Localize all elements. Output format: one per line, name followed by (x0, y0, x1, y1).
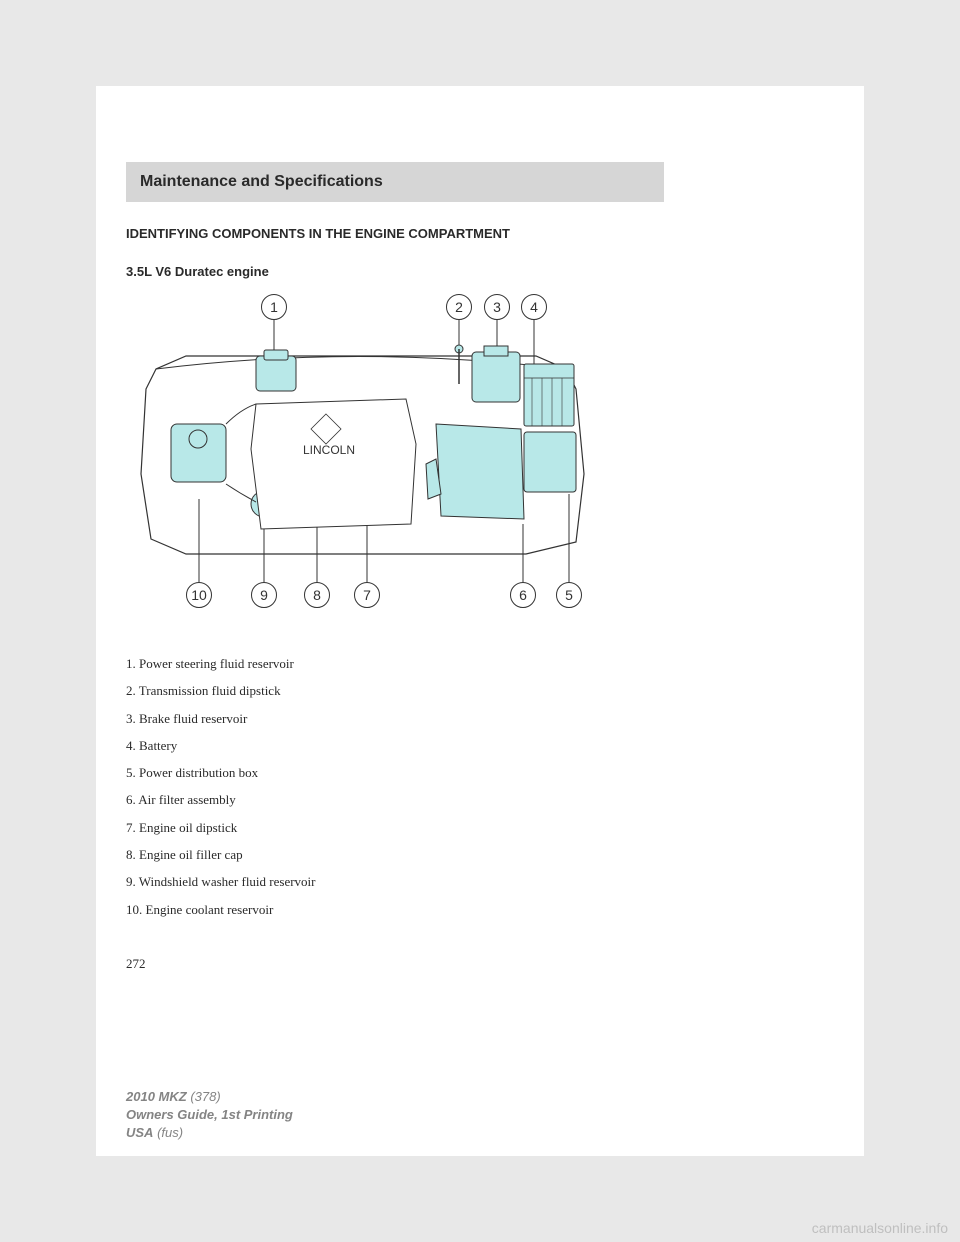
footer: 2010 MKZ (378) Owners Guide, 1st Printin… (126, 1088, 293, 1143)
list-item: 5. Power distribution box (126, 759, 316, 786)
list-item: 7. Engine oil dipstick (126, 814, 316, 841)
list-item: 10. Engine coolant reservoir (126, 896, 316, 923)
footer-region: USA (126, 1125, 153, 1140)
diagram-label-6: 6 (510, 582, 536, 608)
engine-svg: LINCOLN (126, 294, 586, 610)
footer-line-3: USA (fus) (126, 1124, 293, 1142)
footer-model: 2010 MKZ (126, 1089, 187, 1104)
engine-title: 3.5L V6 Duratec engine (126, 264, 269, 279)
diagram-label-10: 10 (186, 582, 212, 608)
list-item: 8. Engine oil filler cap (126, 841, 316, 868)
diagram-label-1: 1 (261, 294, 287, 320)
section-heading: IDENTIFYING COMPONENTS IN THE ENGINE COM… (126, 226, 510, 241)
page-number: 272 (126, 956, 146, 972)
component-list: 1. Power steering fluid reservoir 2. Tra… (126, 650, 316, 923)
diagram-label-8: 8 (304, 582, 330, 608)
diagram-label-2: 2 (446, 294, 472, 320)
engine-cover-text: LINCOLN (303, 443, 355, 457)
list-item: 4. Battery (126, 732, 316, 759)
header-title: Maintenance and Specifications (140, 173, 383, 191)
diagram-label-9: 9 (251, 582, 277, 608)
list-item: 2. Transmission fluid dipstick (126, 677, 316, 704)
watermark: carmanualsonline.info (812, 1220, 948, 1236)
list-item: 9. Windshield washer fluid reservoir (126, 868, 316, 895)
diagram-label-3: 3 (484, 294, 510, 320)
footer-line-2: Owners Guide, 1st Printing (126, 1106, 293, 1124)
list-item: 1. Power steering fluid reservoir (126, 650, 316, 677)
header-bar: Maintenance and Specifications (126, 162, 664, 202)
list-item: 3. Brake fluid reservoir (126, 705, 316, 732)
diagram-label-5: 5 (556, 582, 582, 608)
list-item: 6. Air filter assembly (126, 786, 316, 813)
engine-diagram: LINCOLN 1 234 56 78 9 10 (126, 294, 586, 610)
footer-line-1: 2010 MKZ (378) (126, 1088, 293, 1106)
diagram-label-7: 7 (354, 582, 380, 608)
diagram-label-4: 4 (521, 294, 547, 320)
footer-region-code: (fus) (153, 1125, 183, 1140)
manual-page: Maintenance and Specifications IDENTIFYI… (96, 86, 864, 1156)
footer-code: (378) (187, 1089, 221, 1104)
